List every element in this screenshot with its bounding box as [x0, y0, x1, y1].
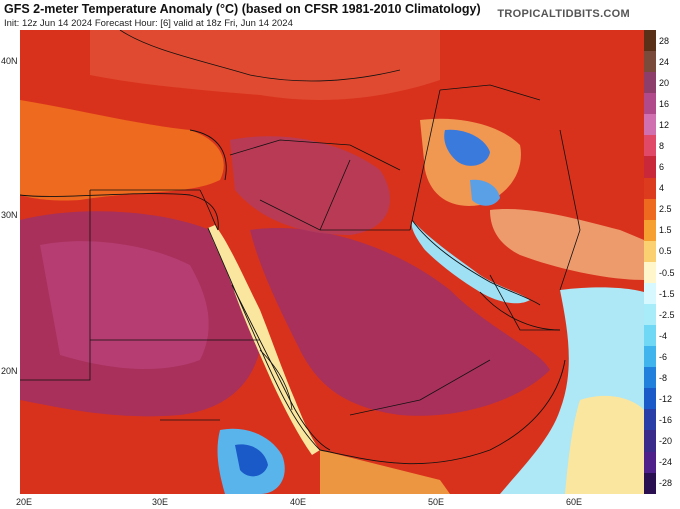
- colorbar-label: 4: [659, 183, 665, 194]
- colorbar-segment: [644, 177, 656, 199]
- chart-title: GFS 2-meter Temperature Anomaly (°C) (ba…: [4, 2, 481, 16]
- lon-label-20e: 20E: [15, 497, 33, 507]
- colorbar-segment: [644, 30, 656, 52]
- colorbar-segment: [644, 304, 656, 326]
- lon-label-40e: 40E: [289, 497, 307, 507]
- arabian-sea-warm: [565, 395, 644, 494]
- colorbar-segment: [644, 51, 656, 73]
- colorbar: [644, 30, 656, 494]
- colorbar-label: 6: [659, 162, 665, 173]
- colorbar-label: -16: [659, 415, 673, 426]
- mediterranean-sea: [20, 100, 224, 201]
- colorbar-label: 0.5: [659, 246, 672, 257]
- lat-label-20n: 20N: [1, 366, 18, 376]
- colorbar-label: 28: [659, 35, 670, 46]
- ethiopia-cool-core: [235, 444, 268, 477]
- colorbar-segment: [644, 114, 656, 136]
- colorbar-label: -2.5: [659, 309, 675, 320]
- brand-logo-text[interactable]: TROPICALTIDBITS.COM: [497, 8, 630, 20]
- colorbar-segment: [644, 367, 656, 389]
- colorbar-segment: [644, 409, 656, 431]
- colorbar-segment: [644, 240, 656, 262]
- lon-label-30e: 30E: [151, 497, 169, 507]
- colorbar-label: 2.5: [659, 204, 672, 215]
- colorbar-label: -12: [659, 394, 673, 405]
- sahara-hot-core: [40, 241, 209, 370]
- colorbar-label: 8: [659, 141, 665, 151]
- lat-label-30n: 30N: [1, 210, 18, 220]
- iran-cool-band: [490, 209, 644, 280]
- colorbar-segment: [644, 472, 656, 494]
- anomaly-map[interactable]: [20, 30, 644, 494]
- colorbar-segment: [644, 282, 656, 305]
- colorbar-label: 12: [659, 119, 670, 130]
- anomaly-map-svg: [20, 30, 644, 494]
- colorbar-label: -24: [659, 457, 673, 468]
- colorbar-segment: [644, 93, 656, 115]
- iran-cold-core: [444, 129, 490, 166]
- lat-label-40n: 40N: [1, 56, 18, 66]
- colorbar-segment: [644, 451, 656, 473]
- gulf-of-aden: [320, 450, 450, 494]
- colorbar-label: 24: [659, 56, 670, 67]
- chart-subtitle: Init: 12z Jun 14 2024 Forecast Hour: [6]…: [4, 18, 293, 29]
- colorbar-segment: [644, 156, 656, 178]
- colorbar-segment: [644, 430, 656, 452]
- colorbar-segment: [644, 219, 656, 241]
- colorbar-label: 16: [659, 98, 670, 109]
- colorbar-label: -28: [659, 478, 673, 489]
- colorbar-segment: [644, 388, 656, 410]
- colorbar-label: -0.5: [659, 267, 675, 278]
- iran-cold-core-2: [470, 179, 500, 206]
- lon-label-60e: 60E: [565, 497, 583, 507]
- colorbar-label: -6: [659, 351, 668, 362]
- colorbar-segment: [644, 135, 656, 157]
- colorbar-label: -1.5: [659, 288, 675, 299]
- coastlines: [20, 129, 566, 465]
- colorbar-label: 1.5: [659, 225, 672, 236]
- colorbar-label: -20: [659, 436, 673, 447]
- colorbar-label: -4: [659, 330, 668, 341]
- red-sea: [208, 225, 320, 455]
- turkey-region: [90, 30, 440, 100]
- colorbar-segment: [644, 346, 656, 368]
- colorbar-label: 20: [659, 77, 670, 88]
- colorbar-segment: [644, 198, 656, 220]
- persian-gulf: [411, 220, 530, 304]
- colorbar-segment: [644, 325, 656, 347]
- colorbar-segment: [644, 72, 656, 94]
- colorbar-segment: [644, 261, 656, 283]
- colorbar-label: -8: [659, 373, 668, 383]
- lon-label-50e: 50E: [427, 497, 445, 507]
- country-borders: [20, 30, 581, 421]
